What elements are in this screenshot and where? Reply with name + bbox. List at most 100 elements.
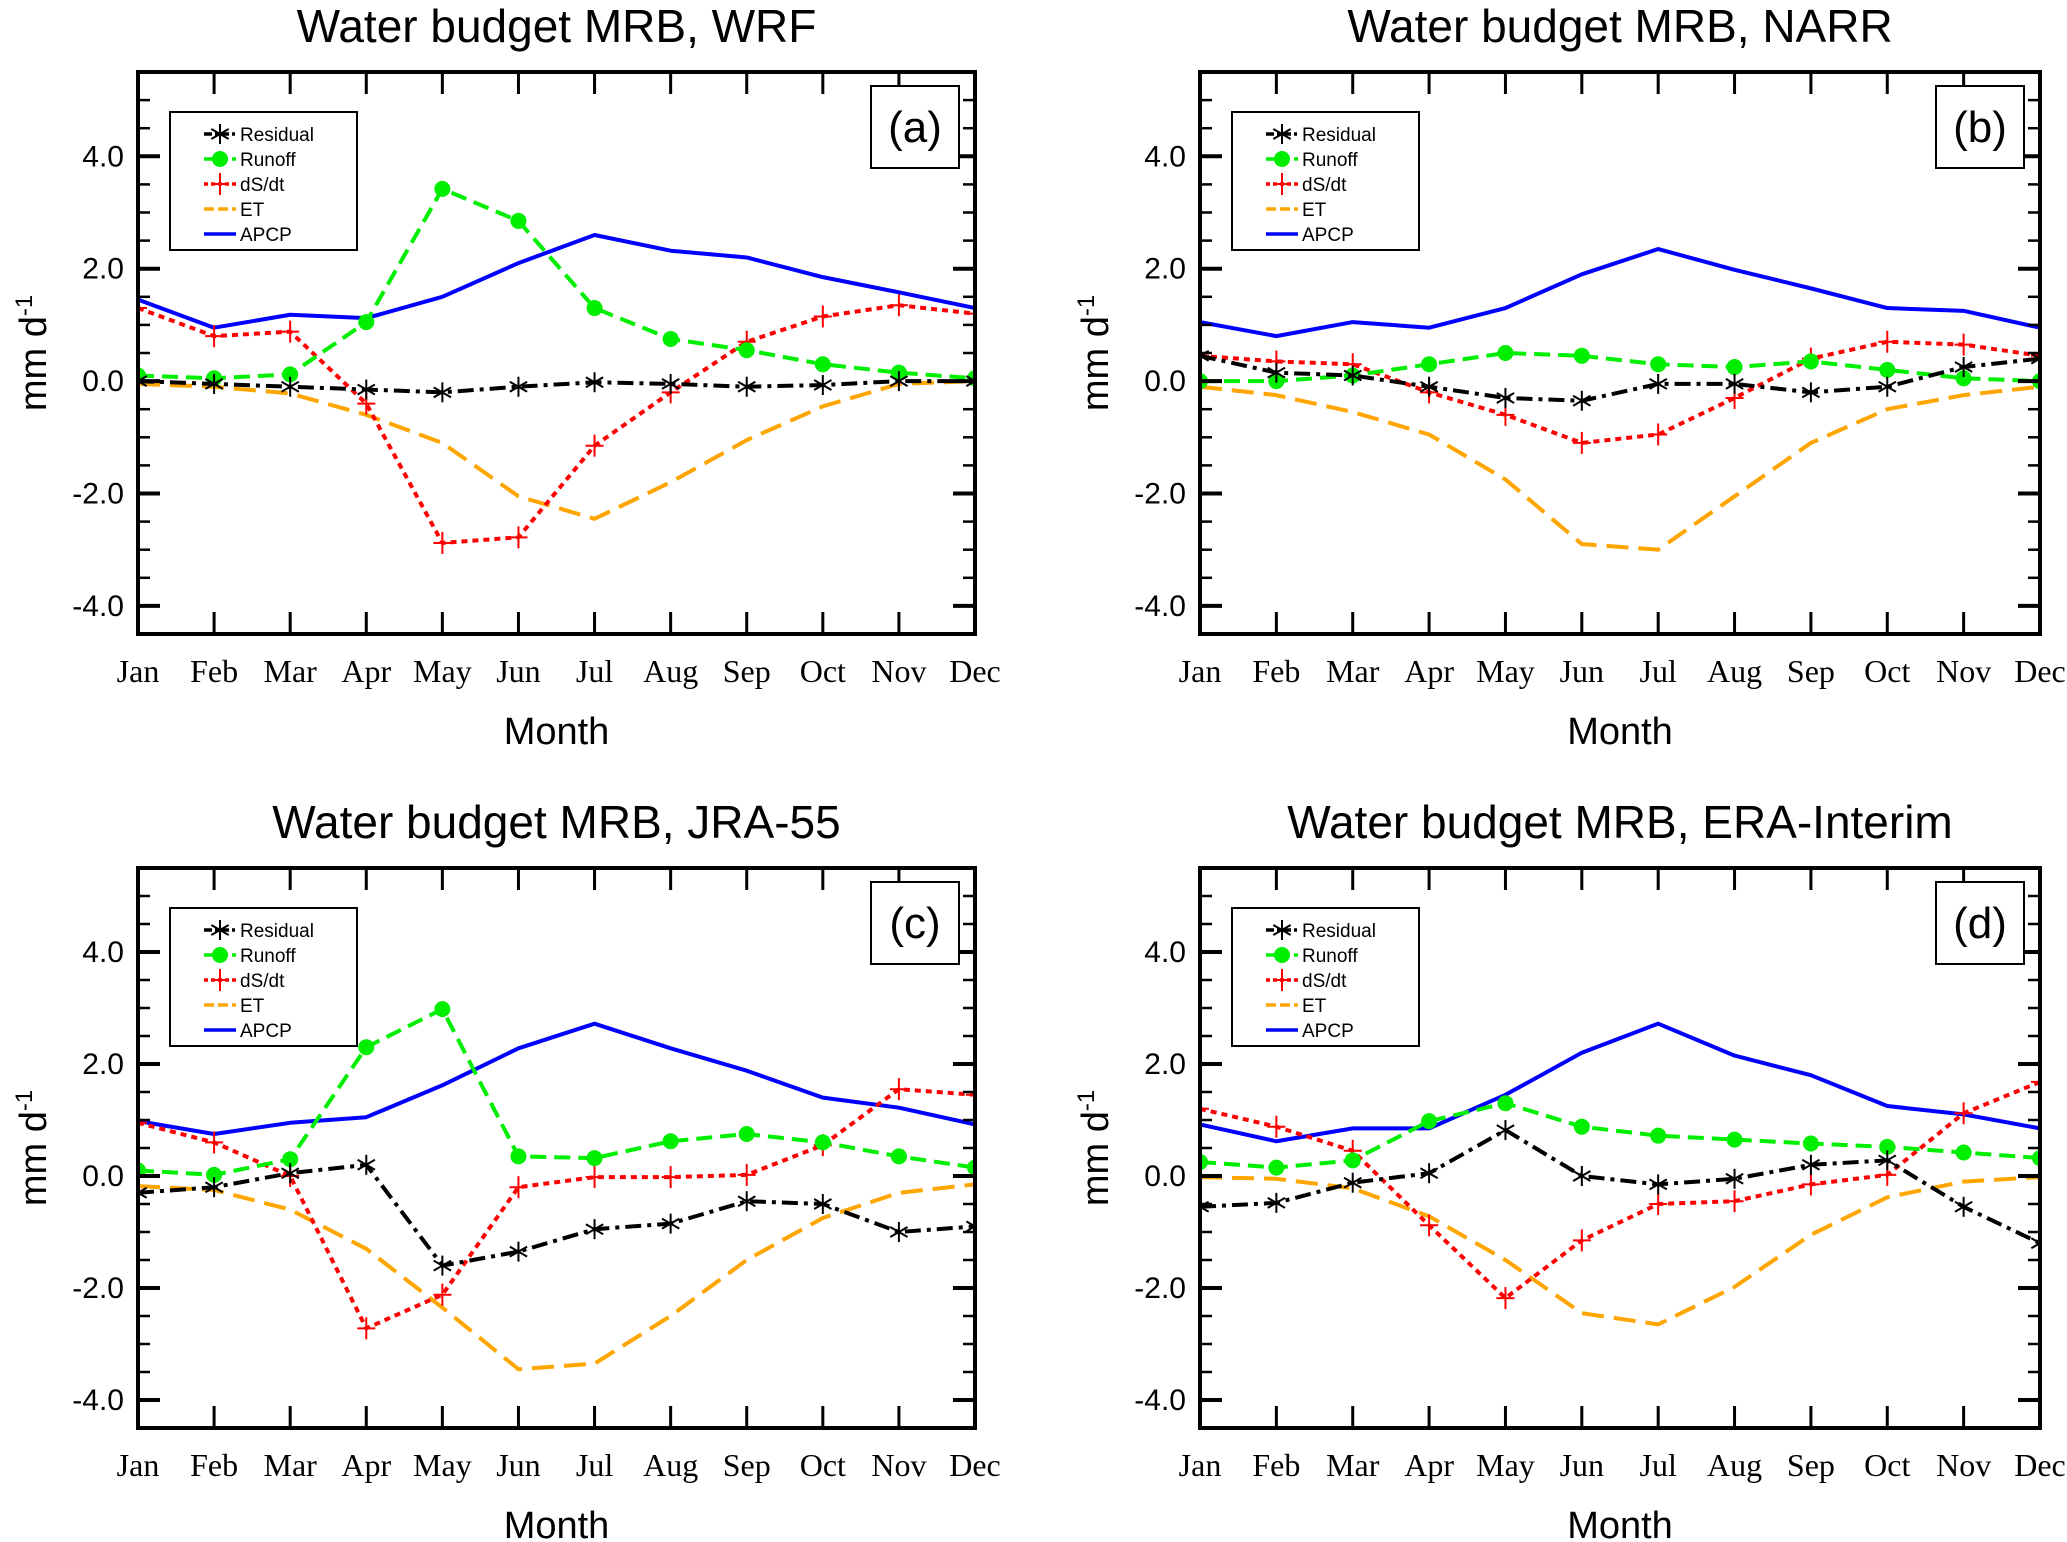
series-line-dsdt	[138, 1087, 975, 1331]
y-tick-label: 2.0	[1144, 1048, 1186, 1081]
data-point-runoff	[738, 342, 755, 359]
data-point-dsdt	[966, 1083, 975, 1106]
y-tick-label: 4.0	[1144, 140, 1186, 173]
data-point-dsdt	[281, 320, 300, 343]
data-point-runoff	[662, 1133, 679, 1150]
data-point-residual	[204, 373, 224, 394]
x-tick-label: Dec	[2014, 1447, 2066, 1483]
legend-item: APCP	[1266, 1021, 1354, 1042]
data-point-residual	[1878, 376, 1897, 397]
legend-marker	[1273, 173, 1291, 195]
data-point-residual	[433, 1255, 452, 1276]
x-tick-label: Apr	[1404, 653, 1454, 689]
legend-item: ET	[1266, 200, 1327, 221]
series-line-et	[138, 379, 975, 521]
data-point-residual	[1801, 382, 1821, 403]
legend-item: Residual	[204, 920, 314, 942]
x-axis-label: Month	[504, 711, 610, 753]
data-point-residual	[889, 1222, 909, 1242]
data-point-runoff	[434, 1001, 451, 1018]
x-tick-label: Sep	[1787, 1447, 1835, 1483]
legend-marker	[1272, 920, 1292, 940]
data-point-residual	[281, 376, 300, 397]
data-point-residual	[1496, 387, 1515, 408]
data-point-residual	[1419, 376, 1439, 397]
data-point-dsdt	[1200, 1097, 1209, 1120]
x-tick-label: Jun	[1560, 1447, 1604, 1483]
data-point-residual	[1419, 1163, 1439, 1184]
y-tick-label: 4.0	[82, 936, 124, 969]
data-point-residual	[1343, 365, 1362, 386]
data-point-runoff	[1726, 359, 1743, 376]
panel-tag-box	[870, 85, 960, 169]
data-point-runoff	[1802, 353, 1819, 370]
data-point-residual	[1572, 390, 1591, 411]
series-line-residual	[1200, 1128, 2040, 1246]
data-point-residual	[1343, 1172, 1362, 1193]
x-tick-label: Oct	[800, 1447, 846, 1483]
data-point-residual	[661, 1213, 680, 1234]
legend-label: Residual	[1302, 921, 1376, 942]
y-tick-label: 0.0	[1144, 365, 1186, 398]
series-line-et	[1200, 384, 2040, 552]
y-tick-label: 4.0	[82, 140, 124, 173]
legend-box	[169, 111, 358, 251]
x-tick-label: Nov	[871, 1447, 926, 1483]
x-tick-label: Jan	[1179, 653, 1222, 689]
series-line-dsdt	[1200, 339, 2040, 445]
data-point-dsdt	[509, 1176, 528, 1199]
legend-label: Residual	[240, 921, 314, 942]
data-point-runoff	[1955, 370, 1972, 387]
data-point-dsdt	[1954, 1102, 1973, 1125]
data-point-runoff	[1955, 1144, 1972, 1161]
data-point-residual	[1649, 1174, 1668, 1195]
data-point-runoff	[1497, 345, 1514, 361]
x-tick-label: Oct	[1864, 653, 1910, 689]
legend-label: APCP	[240, 225, 292, 246]
y-tick-label: -4.0	[72, 590, 124, 623]
x-tick-label: Dec	[949, 1447, 1001, 1483]
x-tick-label: Nov	[1936, 1447, 1991, 1483]
series-line-apcp	[138, 232, 975, 330]
data-point-dsdt	[138, 1111, 147, 1134]
panel-title: Water budget MRB, ERA-Interim	[1287, 796, 1953, 848]
legend-label: dS/dt	[1302, 175, 1347, 196]
legend-item: dS/dt	[204, 173, 285, 196]
data-point-runoff	[358, 314, 375, 331]
data-point-residual	[138, 1182, 148, 1203]
data-point-runoff	[1573, 1118, 1590, 1135]
legend-item: dS/dt	[204, 969, 285, 992]
legend-label: Runoff	[1302, 150, 1358, 171]
legend-marker	[1274, 151, 1290, 167]
data-point-dsdt	[2031, 1070, 2040, 1093]
panel-tag: (a)	[888, 103, 942, 152]
x-tick-label: Mar	[264, 653, 318, 689]
x-tick-label: Feb	[190, 1447, 238, 1483]
legend-marker	[1272, 124, 1292, 144]
x-tick-label: Apr	[341, 1447, 391, 1483]
series-line-residual	[138, 379, 975, 395]
x-tick-label: May	[1476, 1447, 1535, 1483]
data-point-dsdt	[1649, 1193, 1668, 1215]
y-tick-label: 0.0	[82, 1160, 124, 1193]
data-point-dsdt	[357, 1317, 376, 1340]
data-point-runoff	[586, 300, 603, 317]
legend-label: APCP	[240, 1021, 292, 1042]
data-point-runoff	[282, 1151, 299, 1168]
data-point-residual	[1954, 1196, 1973, 1217]
y-tick-label: 0.0	[82, 365, 124, 398]
x-axis-label: Month	[504, 1505, 610, 1542]
x-tick-label: Oct	[800, 653, 846, 689]
panel-title: Water budget MRB, WRF	[297, 0, 817, 52]
data-point-dsdt	[889, 1078, 908, 1101]
data-point-runoff	[1573, 347, 1590, 364]
x-tick-label: Jan	[117, 653, 160, 689]
panel-tag: (d)	[1953, 899, 2007, 948]
series-line-residual	[138, 1162, 975, 1268]
x-tick-label: Mar	[264, 1447, 318, 1483]
y-tick-label: 2.0	[82, 1048, 124, 1081]
data-point-runoff	[662, 330, 679, 347]
legend-label: ET	[1302, 996, 1327, 1017]
data-point-residual	[357, 1154, 376, 1175]
